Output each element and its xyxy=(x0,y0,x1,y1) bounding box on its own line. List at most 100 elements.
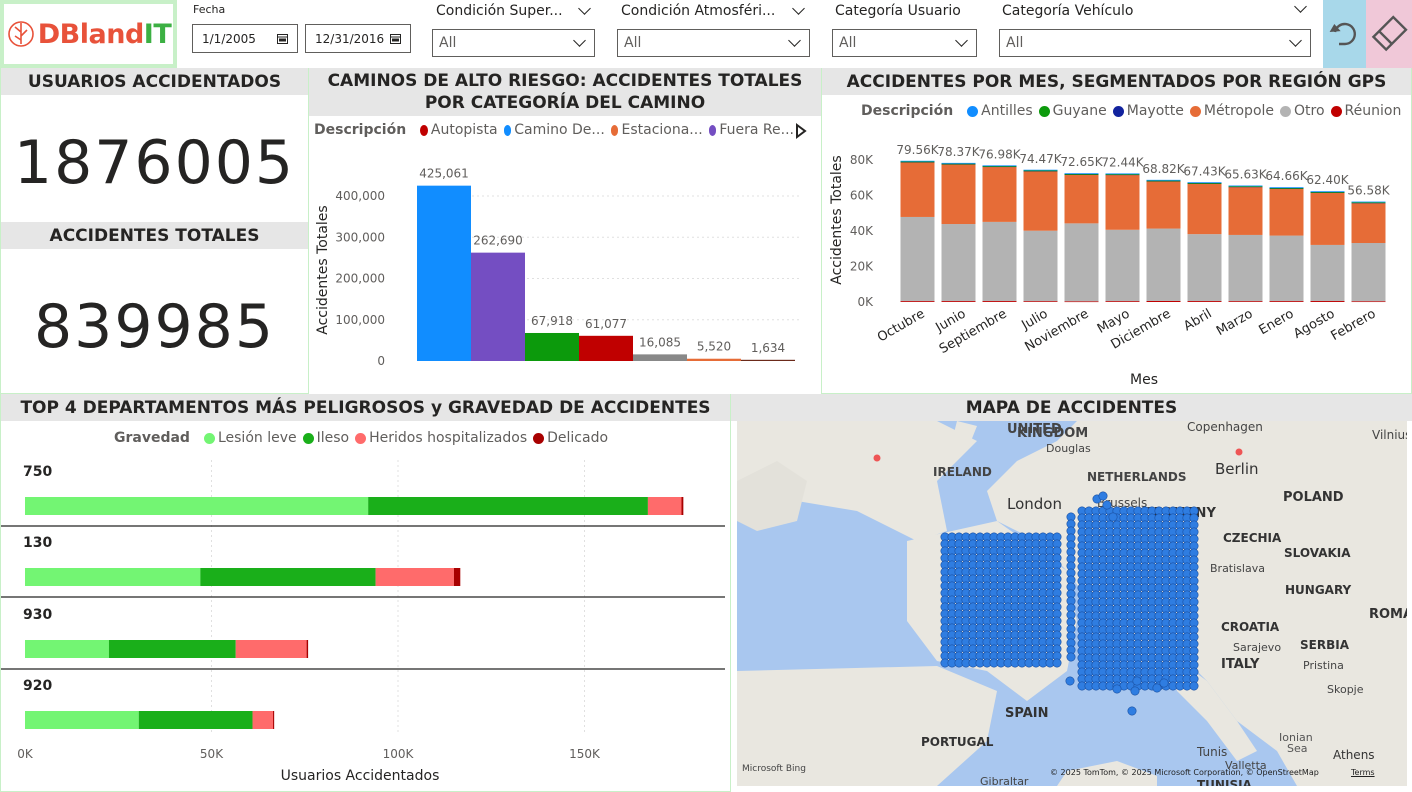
months-bar-segment xyxy=(1228,301,1263,302)
months-y-tick: 40K xyxy=(850,224,874,238)
months-bar-segment xyxy=(982,301,1017,302)
map-place-label: HUNGARY xyxy=(1285,583,1352,597)
legend-item[interactable]: Otro xyxy=(1294,103,1325,119)
accident-point xyxy=(1066,652,1076,662)
months-y-tick: 20K xyxy=(850,260,874,274)
roads-legend-title: Descripción xyxy=(314,122,407,138)
months-bar-segment xyxy=(1023,169,1058,171)
months-bar-segment xyxy=(1187,234,1222,302)
fecha-end-input[interactable]: 12/31/2016 xyxy=(305,24,411,53)
legend-item[interactable]: Mayotte xyxy=(1126,103,1184,119)
months-bar-segment xyxy=(941,163,976,165)
months-total-label: 67.43K xyxy=(1183,164,1226,178)
map-place-label: NETHERLANDS xyxy=(1087,470,1187,484)
months-bar-segment xyxy=(982,221,1017,302)
accident-point xyxy=(1098,491,1108,501)
chevron-down-icon xyxy=(955,34,968,47)
legend-item[interactable]: Métropole xyxy=(1203,103,1275,119)
months-bar-segment xyxy=(1310,191,1345,193)
map-place-label: SPAIN xyxy=(1005,706,1048,721)
fecha-start-input[interactable]: 1/1/2005 xyxy=(192,24,298,53)
chevron-down-icon[interactable] xyxy=(1294,0,1307,13)
months-bar-segment xyxy=(1023,170,1058,231)
top4-category-label: 130 xyxy=(23,535,52,551)
map-place-label: CROATIA xyxy=(1221,620,1280,634)
months-bar-segment xyxy=(1064,173,1099,175)
legend-item[interactable]: Guyane xyxy=(1052,103,1107,119)
map-attribution[interactable]: © 2025 TomTom, © 2025 Microsoft Corporat… xyxy=(1050,768,1319,777)
months-bar-segment xyxy=(1187,182,1222,184)
slicer-condicion-atmosferica-dropdown[interactable]: All xyxy=(617,29,810,57)
roads-data-label: 1,634 xyxy=(751,341,785,355)
top4-legend: Gravedad Lesión leve Ileso Heridos hospita… xyxy=(114,430,608,446)
months-bar-segment xyxy=(1105,174,1140,230)
legend-item[interactable]: Antilles xyxy=(981,103,1033,119)
months-total-label: 64.66K xyxy=(1265,169,1308,183)
legend-item[interactable]: Fuera Re... xyxy=(719,122,794,138)
slicer-categoria-usuario-label: Categoría Usuario xyxy=(835,3,961,19)
bing-logo: Microsoft Bing xyxy=(742,764,806,774)
fecha-label: Fecha xyxy=(193,3,226,16)
months-total-label: 56.58K xyxy=(1347,184,1390,198)
legend-next-icon[interactable] xyxy=(794,123,808,139)
clear-filters-button[interactable] xyxy=(1366,0,1412,68)
months-legend: Descripción Antilles Guyane Mayotte Métropo… xyxy=(861,103,1401,119)
roads-data-label: 262,690 xyxy=(473,234,523,248)
undo-button[interactable] xyxy=(1323,0,1366,68)
months-bar-segment xyxy=(982,166,1017,167)
months-bar-segment xyxy=(900,160,935,162)
map-place-label: Sea xyxy=(1287,742,1308,755)
months-total-label: 65.63K xyxy=(1224,168,1267,182)
legend-item[interactable]: Réunion xyxy=(1344,103,1402,119)
months-bar-segment xyxy=(1187,182,1222,184)
roads-legend: Descripción Autopista Camino De... Estac… xyxy=(314,122,794,138)
slicer-categoria-vehiculo-dropdown[interactable]: All xyxy=(999,29,1311,57)
legend-dot xyxy=(203,432,215,444)
roads-bar-chart: Accidentes Totales 400,000 300,000 200,000 1… xyxy=(315,167,799,368)
calendar-icon[interactable] xyxy=(277,33,288,44)
months-bar-segment xyxy=(900,161,935,217)
months-legend-title: Descripción xyxy=(861,103,954,119)
legend-dot xyxy=(503,124,512,136)
legend-item[interactable]: Lesión leve xyxy=(217,430,297,446)
top4-bar-segment xyxy=(25,711,139,729)
slicer-categoria-usuario-dropdown[interactable]: All xyxy=(832,29,977,57)
top4-bar-segment xyxy=(108,640,236,658)
accident-point xyxy=(1130,686,1140,696)
months-bar-segment xyxy=(1146,180,1181,182)
legend-item[interactable]: Delicado xyxy=(547,430,609,446)
legend-item[interactable]: Estaciona... xyxy=(621,122,703,138)
months-bar-segment xyxy=(1064,301,1099,303)
top4-bar-segment xyxy=(375,568,454,586)
accident-point xyxy=(1052,658,1062,668)
legend-item[interactable]: Camino De... xyxy=(514,122,605,138)
roads-data-label: 5,520 xyxy=(697,340,731,354)
fecha-start-value: 1/1/2005 xyxy=(202,31,256,46)
accident-point xyxy=(1065,676,1075,686)
months-bar-segment xyxy=(941,224,976,302)
map-place-label: Ionian xyxy=(1279,731,1313,744)
months-bar-segment xyxy=(1187,301,1222,302)
map-terms-link[interactable]: Terms xyxy=(1351,768,1375,777)
legend-item[interactable]: Heridos hospitalizados xyxy=(369,430,528,446)
months-bar-segment xyxy=(1228,185,1263,187)
top4-x-tick: 150K xyxy=(569,747,601,761)
map-place-label: Bratislava xyxy=(1210,562,1265,575)
roads-bar xyxy=(579,335,633,361)
legend-item[interactable]: Autopista xyxy=(430,122,498,138)
roads-data-label: 16,085 xyxy=(639,335,681,349)
months-bar-segment xyxy=(900,161,935,163)
months-x-tick: Agosto xyxy=(1291,306,1337,341)
months-total-label: 78.37K xyxy=(937,145,980,159)
months-y-tick: 80K xyxy=(850,153,874,167)
months-bar-segment xyxy=(941,301,976,302)
slicer-condicion-superficie-dropdown[interactable]: All xyxy=(432,29,595,57)
legend-item[interactable]: Ileso xyxy=(316,430,350,446)
months-x-tick: Octubre xyxy=(875,306,928,345)
map-place-label: Tunis xyxy=(1196,745,1227,759)
accident-point xyxy=(1159,678,1169,688)
roads-data-label: 61,077 xyxy=(585,317,627,331)
calendar-icon[interactable] xyxy=(390,33,401,44)
